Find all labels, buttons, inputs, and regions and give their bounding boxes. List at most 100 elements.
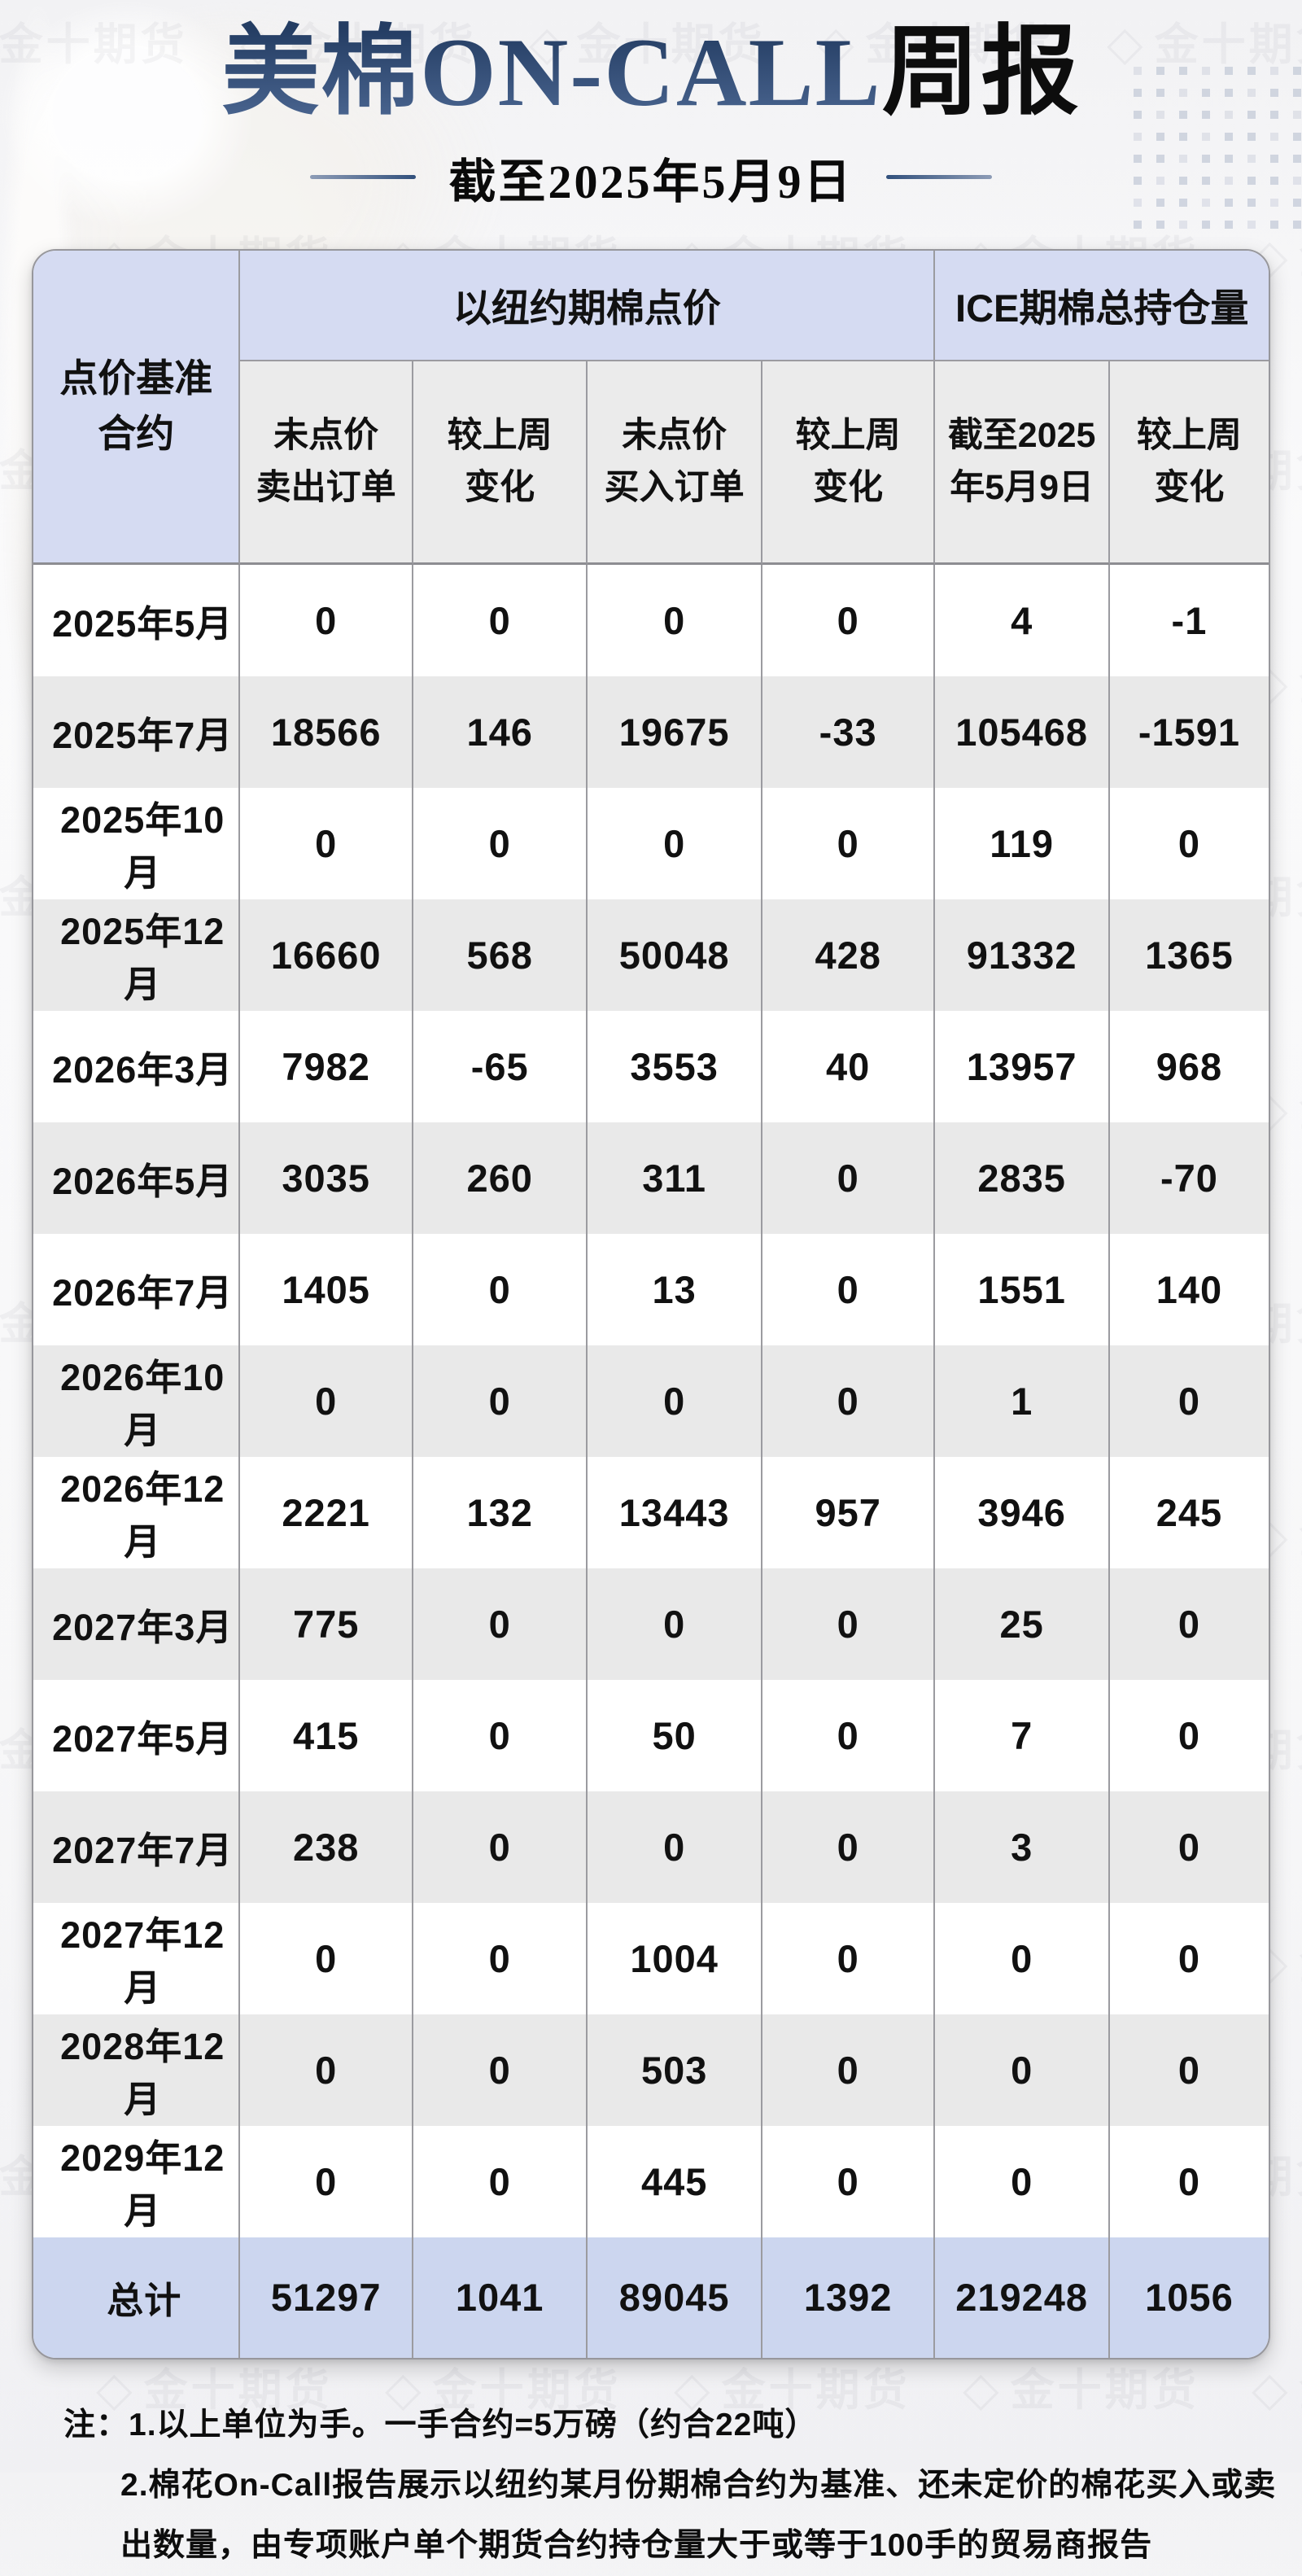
table-row: 2025年12月 16660 568 50048 428 91332 1365 bbox=[33, 899, 1269, 1011]
value-cell: 1405 bbox=[240, 1233, 413, 1345]
group-header-ice-open-interest: ICE期棉总持仓量 bbox=[935, 250, 1269, 361]
sub-header: 较上周 变化 bbox=[1109, 361, 1269, 565]
dot-square bbox=[1156, 221, 1164, 229]
value-cell: 0 bbox=[762, 1791, 936, 1903]
sub-header-line: 卖出订单 bbox=[256, 468, 396, 508]
value-cell: 245 bbox=[1156, 1490, 1223, 1534]
sub-header: 未点价 卖出订单 bbox=[240, 361, 413, 565]
group-header-ny-pricing: 以纽约期棉点价 bbox=[240, 250, 936, 361]
value-cell: 0 bbox=[413, 1902, 588, 2014]
contract-month-label: 2029年12月 bbox=[33, 2125, 241, 2237]
table-row: 2026年7月 1405 0 13 0 1551 140 bbox=[33, 1233, 1269, 1345]
sub-header: 截至2025 年5月9日 bbox=[935, 361, 1110, 565]
dot-square bbox=[1270, 221, 1278, 229]
value-cell: 428 bbox=[762, 899, 936, 1011]
value-cell: 775 bbox=[240, 1568, 413, 1680]
value-cell: -1591 bbox=[1138, 710, 1241, 754]
value-cell: 132 bbox=[413, 1456, 588, 1568]
sub-header: 较上周 变化 bbox=[413, 361, 588, 565]
corner-header-pricing-benchmark: 点价基准 合约 bbox=[33, 250, 241, 565]
value-cell: 219248 bbox=[935, 2237, 1110, 2358]
value-cell: 957 bbox=[762, 1456, 936, 1568]
contract-month-label: 2025年7月 bbox=[33, 676, 241, 788]
value-cell: 13 bbox=[588, 1233, 762, 1345]
sub-header-line: 截至2025 bbox=[947, 415, 1096, 455]
value-cell: 1551 bbox=[935, 1233, 1110, 1345]
value-cell: 0 bbox=[762, 787, 936, 899]
footnote-line-1: 注：1.以上单位为手。一手合约=5万磅（约合22吨） bbox=[63, 2407, 818, 2443]
dot-square bbox=[1134, 221, 1142, 229]
value-cell: 40 bbox=[762, 1010, 936, 1122]
value-cell: 0 bbox=[240, 2014, 413, 2126]
value-cell: 0 bbox=[240, 1902, 413, 2014]
value-cell: 503 bbox=[588, 2014, 762, 2126]
value-cell: 51297 bbox=[240, 2237, 413, 2358]
value-cell: 13957 bbox=[935, 1010, 1110, 1122]
table-total-row: 总计 51297 1041 89045 1392 219248 1056 bbox=[33, 2237, 1269, 2358]
table-row: 2026年12月 2221 132 13443 957 3946 245 bbox=[33, 1456, 1269, 1568]
contract-month-label: 2026年10月 bbox=[33, 1345, 241, 1457]
contract-month-label: 2026年5月 bbox=[33, 1122, 241, 1234]
value-cell: 50 bbox=[588, 1679, 762, 1791]
value-cell: 260 bbox=[413, 1122, 588, 1234]
dot-square bbox=[1179, 221, 1187, 229]
sub-header-line: 变化 bbox=[813, 468, 884, 508]
subtitle-dash-right bbox=[885, 175, 992, 180]
report-date-subtitle: 截至2025年5月9日 bbox=[448, 155, 854, 208]
value-cell: 0 bbox=[413, 787, 588, 899]
value-cell: 146 bbox=[413, 676, 588, 788]
value-cell: 0 bbox=[762, 1122, 936, 1234]
table-row: 2025年5月 0 0 0 0 4 -1 bbox=[33, 564, 1269, 676]
value-cell: 0 bbox=[240, 1345, 413, 1457]
corner-header-line: 点价基准 bbox=[59, 356, 213, 400]
table-group-header-row: 点价基准 合约 以纽约期棉点价 ICE期棉总持仓量 bbox=[33, 250, 1269, 565]
contract-month-label: 2027年5月 bbox=[33, 1679, 241, 1791]
value-cell: 311 bbox=[588, 1122, 762, 1234]
contract-month-label: 2025年12月 bbox=[33, 899, 241, 1011]
value-cell: 968 bbox=[1156, 1044, 1223, 1088]
value-cell: 7 bbox=[935, 1679, 1110, 1791]
value-cell: 0 bbox=[1177, 2048, 1201, 2092]
value-cell: 0 bbox=[413, 1233, 588, 1345]
table-row: 2028年12月 0 0 503 0 0 0 bbox=[33, 2014, 1269, 2126]
value-cell: 415 bbox=[240, 1679, 413, 1791]
value-cell: 0 bbox=[762, 1568, 936, 1680]
contract-month-label: 2026年7月 bbox=[33, 1233, 241, 1345]
value-cell: 4 bbox=[935, 564, 1110, 676]
value-cell: 19675 bbox=[588, 676, 762, 788]
value-cell: 0 bbox=[413, 1568, 588, 1680]
sub-header-line: 变化 bbox=[1154, 468, 1225, 508]
value-cell: 0 bbox=[588, 564, 762, 676]
value-cell: 0 bbox=[762, 1679, 936, 1791]
value-cell: 18566 bbox=[240, 676, 413, 788]
table-row: 2025年7月 18566 146 19675 -33 105468 -1591 bbox=[33, 676, 1269, 788]
value-cell: 0 bbox=[240, 564, 413, 676]
sub-header-line: 未点价 bbox=[273, 415, 379, 455]
value-cell: 0 bbox=[413, 564, 588, 676]
value-cell: 238 bbox=[240, 1791, 413, 1903]
sub-header-line: 买入订单 bbox=[604, 468, 745, 508]
value-cell: 119 bbox=[935, 787, 1110, 899]
value-cell: 0 bbox=[1177, 1379, 1201, 1423]
value-cell: 0 bbox=[762, 564, 936, 676]
page-title: 美棉ON-CALL周报 bbox=[0, 15, 1302, 130]
value-cell: 0 bbox=[413, 1791, 588, 1903]
value-cell: -1 bbox=[1171, 598, 1208, 642]
table-row: 2027年7月 238 0 0 0 3 0 bbox=[33, 1791, 1269, 1903]
value-cell: 0 bbox=[588, 787, 762, 899]
footnote-line-2: 2.棉花On-Call报告展示以纽约某月份期棉合约为基准、还未定价的棉花买入或卖 bbox=[120, 2467, 1277, 2503]
footnote-line-3: 出数量，由专项账户单个期货合约持仓量大于或等于100手的贸易商报告 bbox=[120, 2527, 1153, 2563]
value-cell: 0 bbox=[762, 1345, 936, 1457]
value-cell: 0 bbox=[413, 1345, 588, 1457]
value-cell: 1 bbox=[935, 1345, 1110, 1457]
on-call-table-card: 点价基准 合约 以纽约期棉点价 ICE期棉总持仓量 未点价 卖出订单 较上周 变化 未点价 买入订… bbox=[32, 248, 1270, 2360]
value-cell: 2835 bbox=[935, 1122, 1110, 1234]
sub-header: 未点价 买入订单 bbox=[588, 361, 762, 565]
value-cell: 0 bbox=[935, 1902, 1110, 2014]
table-row: 2027年3月 775 0 0 0 25 0 bbox=[33, 1568, 1269, 1680]
value-cell: -33 bbox=[762, 676, 936, 788]
value-cell: 1041 bbox=[413, 2237, 588, 2358]
value-cell: 13443 bbox=[588, 1456, 762, 1568]
value-cell: -70 bbox=[1160, 1156, 1218, 1200]
value-cell: 140 bbox=[1156, 1267, 1223, 1311]
